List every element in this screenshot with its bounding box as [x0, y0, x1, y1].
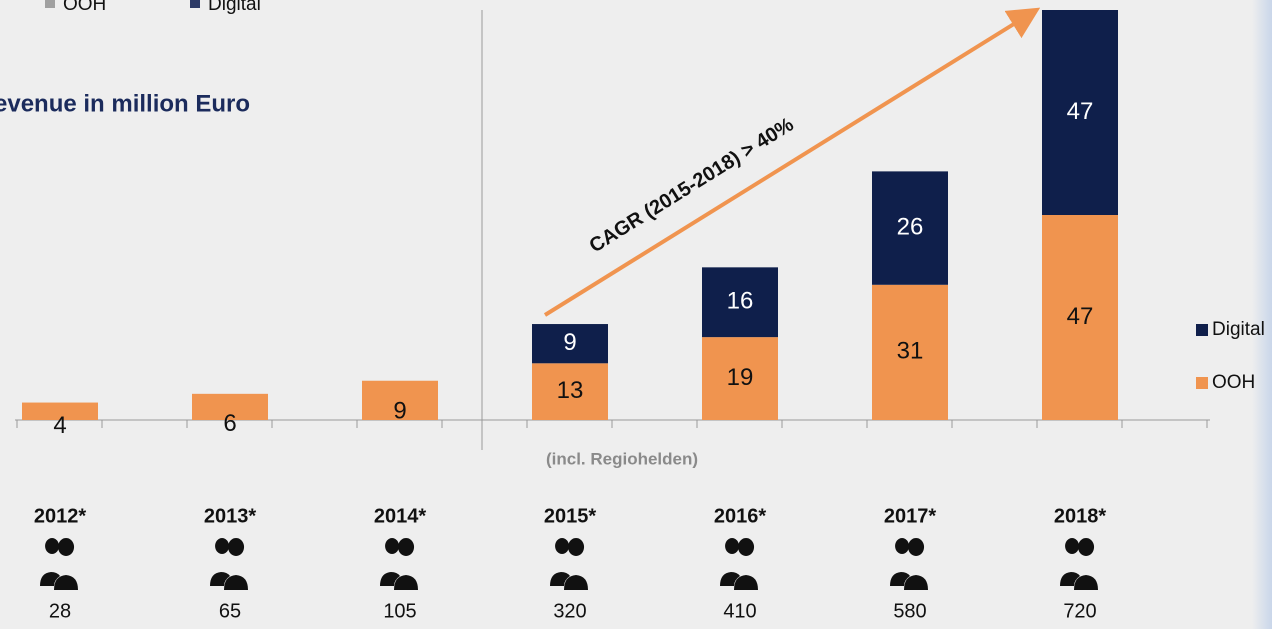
person — [1074, 538, 1098, 590]
person — [734, 538, 758, 590]
bar-segment — [1042, 10, 1118, 215]
bar-segment — [702, 267, 778, 338]
x-tick-label: 2014* — [374, 505, 426, 527]
bar-segment — [702, 337, 778, 420]
people-icon — [720, 538, 758, 590]
value-label: 47 — [1067, 98, 1094, 125]
legend-swatch — [1196, 377, 1208, 389]
value-label: 4 — [53, 412, 66, 439]
x-tick-label: 2017* — [884, 505, 936, 527]
person — [720, 538, 740, 586]
x-tick-label: 2012* — [34, 505, 86, 527]
bar-segment — [362, 380, 438, 420]
person — [54, 538, 78, 590]
people-icon — [210, 538, 248, 590]
people-icon — [40, 538, 78, 590]
employee-count: 410 — [723, 600, 756, 622]
value-label: 16 — [727, 288, 754, 315]
person — [394, 538, 418, 590]
person — [564, 538, 588, 590]
chart-title: evenue in million Euro — [0, 90, 250, 117]
legend-label: OOH — [63, 0, 106, 15]
person — [904, 538, 928, 590]
bar-segment — [532, 324, 608, 364]
people-icon — [1060, 538, 1098, 590]
legend-swatch — [45, 0, 55, 8]
x-tick-label: 2013* — [204, 505, 256, 527]
edge-strip — [1252, 0, 1272, 629]
legend-label: OOH — [1212, 372, 1255, 393]
person — [550, 538, 570, 586]
cagr-arrow — [543, 7, 1041, 317]
bar-segment — [22, 402, 98, 420]
legend-label: Digital — [1212, 319, 1265, 340]
bar-segment — [1042, 215, 1118, 420]
employee-count: 28 — [49, 600, 71, 622]
person — [890, 538, 910, 586]
person — [40, 538, 60, 586]
employee-count: 105 — [383, 600, 416, 622]
person — [1060, 538, 1080, 586]
value-label: 9 — [563, 329, 576, 356]
legend-label: Digital — [208, 0, 261, 15]
employee-count: 320 — [553, 600, 586, 622]
people-icon — [550, 538, 588, 590]
employee-count: 720 — [1063, 600, 1096, 622]
x-tick-label: 2015* — [544, 505, 596, 527]
value-label: 47 — [1067, 303, 1094, 330]
value-label: 26 — [897, 213, 924, 240]
person — [224, 538, 248, 590]
bar-segment — [872, 171, 948, 285]
value-label: 13 — [557, 377, 584, 404]
people-icon — [890, 538, 928, 590]
bar-segment — [532, 363, 608, 420]
x-tick-label: 2018* — [1054, 505, 1106, 527]
employee-count: 580 — [893, 600, 926, 622]
bar-segment — [872, 284, 948, 420]
note: (incl. Regiohelden) — [546, 449, 698, 468]
x-tick-label: 2016* — [714, 505, 766, 527]
legend-swatch — [1196, 324, 1208, 336]
value-label: 19 — [727, 364, 754, 391]
person — [380, 538, 400, 586]
bar-segment — [192, 393, 268, 420]
legend-swatch — [190, 0, 200, 8]
employee-count: 65 — [219, 600, 241, 622]
person — [210, 538, 230, 586]
value-label: 9 — [393, 397, 406, 424]
people-icon — [380, 538, 418, 590]
value-label: 6 — [223, 410, 236, 437]
value-label: 31 — [897, 338, 924, 365]
